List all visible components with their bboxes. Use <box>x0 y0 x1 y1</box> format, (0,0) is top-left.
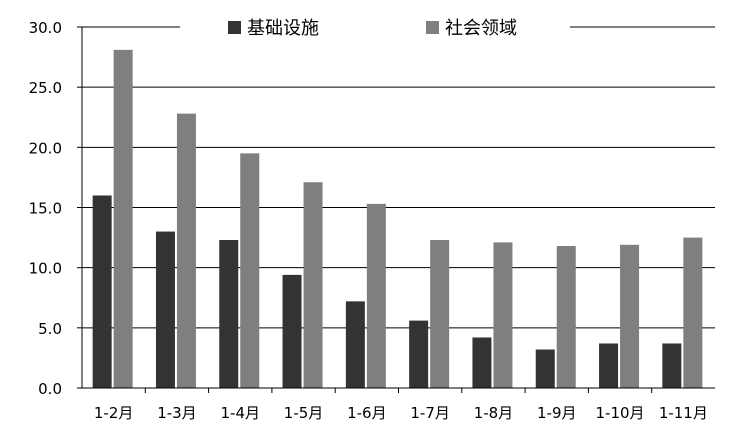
legend-label: 社会领域 <box>445 18 517 39</box>
bar-infrastructure <box>409 320 429 388</box>
x-tick-label: 1-10月 <box>596 404 645 422</box>
y-tick-label: 15.0 <box>29 200 62 218</box>
legend: 基础设施 社会领域 <box>180 14 570 44</box>
x-tick-label: 1-11月 <box>659 404 708 422</box>
bar-infrastructure <box>92 195 112 388</box>
x-tick-label: 1-6月 <box>347 404 387 422</box>
bar-social <box>683 237 703 388</box>
legend-swatch <box>228 21 241 34</box>
bar-infrastructure <box>472 337 492 388</box>
y-tick-label: 30.0 <box>29 19 62 37</box>
y-tick-label: 25.0 <box>29 79 62 97</box>
x-tick-label: 1-3月 <box>157 404 197 422</box>
bar-social <box>240 153 260 388</box>
bar-social <box>366 203 386 388</box>
x-tick-label: 1-9月 <box>537 404 577 422</box>
bar-social <box>620 244 640 388</box>
bar-social <box>113 49 133 388</box>
bar-infrastructure <box>282 274 302 388</box>
x-tick-label: 1-5月 <box>284 404 324 422</box>
bar-infrastructure <box>219 239 239 388</box>
x-tick-label: 1-4月 <box>221 404 261 422</box>
x-tick-label: 1-7月 <box>410 404 450 422</box>
legend-swatch <box>426 21 439 34</box>
y-tick-label: 10.0 <box>29 260 62 278</box>
y-tick-label: 20.0 <box>29 139 62 157</box>
bars <box>92 49 703 388</box>
bar-infrastructure <box>345 301 365 388</box>
x-tick-label: 1-2月 <box>94 404 134 422</box>
bar-infrastructure <box>662 343 682 388</box>
x-tick-label: 1-8月 <box>474 404 514 422</box>
legend-label: 基础设施 <box>247 18 319 39</box>
legend-background <box>180 14 570 44</box>
bar-infrastructure <box>155 231 175 388</box>
bar-infrastructure <box>599 343 619 388</box>
bar-social <box>176 113 196 388</box>
bar-social <box>303 182 323 388</box>
bar-social <box>556 246 576 388</box>
y-tick-label: 0.0 <box>38 380 62 398</box>
axes: 0.0 5.0 10.0 15.0 20.0 25.0 30.0 1-2月 1-3月 1-4月 1-… <box>29 19 715 422</box>
y-tick-label: 5.0 <box>38 320 62 338</box>
bar-social <box>493 242 513 388</box>
bar-infrastructure <box>535 349 555 388</box>
bar-social <box>430 239 450 388</box>
